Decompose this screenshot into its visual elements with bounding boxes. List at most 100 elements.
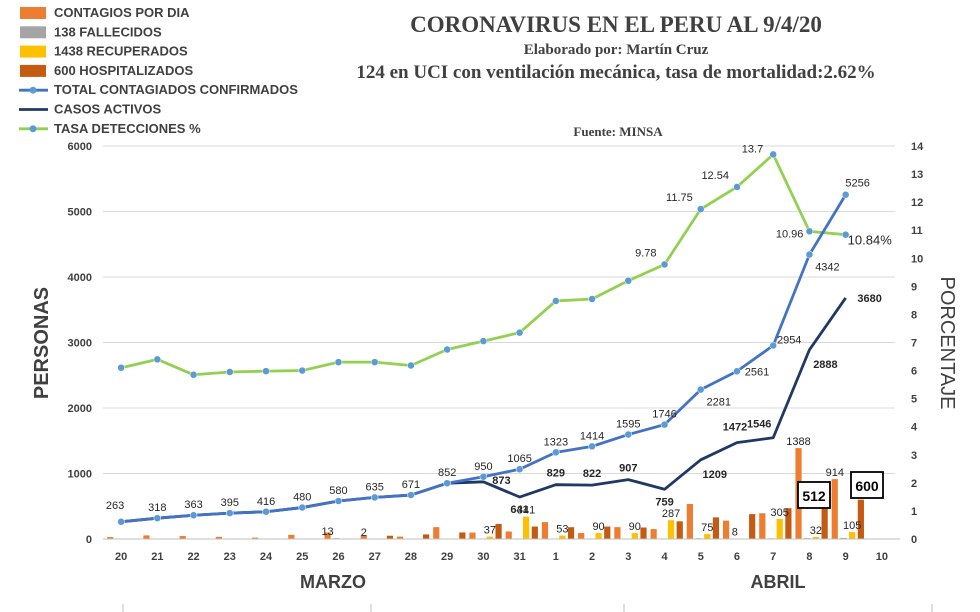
x-tick-label: 8 — [806, 551, 812, 563]
bar-0 — [215, 536, 222, 539]
line-point — [334, 358, 343, 366]
x-tick-label: 1 — [553, 551, 559, 563]
activos-label: 3680 — [857, 293, 881, 305]
bar-3 — [640, 527, 647, 539]
line-point — [588, 442, 596, 451]
bar-value-label: 90 — [629, 521, 641, 533]
y-right-tick-label: 2 — [911, 478, 917, 490]
activos-label: 1209 — [703, 469, 727, 481]
bar-value-label: 105 — [843, 520, 861, 532]
bar-3 — [604, 526, 611, 539]
total-label: 1414 — [580, 430, 604, 442]
activos-label: 759 — [655, 496, 673, 508]
bar-3 — [495, 523, 502, 539]
bar-value-label: 287 — [662, 508, 680, 520]
line-point — [624, 276, 633, 285]
y-left-tick-label: 4000 — [68, 272, 92, 284]
total-label: 480 — [293, 492, 311, 504]
line-point — [443, 345, 451, 354]
bar-3 — [821, 505, 828, 539]
legend-label: 600 HOSPITALIZADOS — [54, 63, 194, 78]
total-label: 1323 — [544, 436, 568, 448]
y-left-tick-label: 1000 — [68, 469, 92, 481]
bar-value-label: 8 — [732, 526, 738, 538]
bar-value-label: 32 — [810, 525, 822, 537]
legend-label: 138 FALLECIDOS — [54, 24, 162, 39]
total-label: 1746 — [652, 409, 676, 421]
line-point — [624, 430, 633, 439]
bar-value-label: 914 — [826, 467, 844, 479]
bar-2 — [631, 533, 638, 539]
x-tick-label: 24 — [260, 551, 273, 563]
y-right-tick-label: 6 — [911, 366, 917, 378]
bar-0 — [831, 479, 838, 539]
y-right-tick-label: 4 — [911, 422, 918, 434]
line-point — [334, 497, 343, 505]
bar-0 — [360, 535, 367, 539]
total-label: 4342 — [815, 262, 839, 274]
y-right-tick-label: 14 — [911, 141, 924, 153]
y-right-tick-label: 1 — [911, 506, 917, 518]
bar-3 — [749, 514, 756, 539]
bar-2 — [667, 520, 675, 539]
x-tick-label: 4 — [661, 551, 668, 563]
line-point — [117, 364, 125, 372]
line-point — [298, 366, 306, 375]
line-point — [805, 250, 814, 259]
bar-0 — [759, 513, 766, 539]
bar-3 — [712, 517, 720, 539]
activos-label: 2888 — [813, 359, 837, 371]
total-label: 2281 — [707, 397, 731, 409]
total-label: 2954 — [777, 335, 801, 347]
bar-0 — [433, 527, 440, 539]
bar-2 — [812, 536, 820, 539]
y-left-tick-label: 3000 — [68, 338, 92, 350]
x-tick-label: 23 — [224, 551, 236, 563]
legend-swatch — [20, 45, 46, 58]
total-label: 263 — [106, 500, 124, 512]
bar-value-label: 305 — [771, 507, 789, 519]
x-tick-label: 7 — [770, 551, 776, 563]
bar-0 — [578, 533, 585, 539]
total-label: 2561 — [745, 366, 769, 378]
line-point — [769, 341, 777, 350]
activos-label: 641 — [510, 504, 528, 516]
line-point — [805, 227, 814, 236]
x-tick-label: 2 — [589, 551, 595, 563]
line-point — [479, 473, 488, 481]
line-point — [262, 508, 270, 516]
line-point — [189, 371, 198, 379]
x-tick-label: 20 — [115, 551, 127, 563]
line-point — [660, 260, 669, 269]
bar-value-label: 13 — [321, 526, 333, 538]
legend-marker — [29, 86, 37, 94]
total-label: 950 — [474, 461, 492, 473]
bar-3 — [386, 535, 394, 539]
line-point — [697, 385, 705, 394]
tasa-label: 9.78 — [635, 247, 656, 259]
total-label: 1065 — [507, 453, 531, 465]
tasa-label: 11.75 — [666, 192, 693, 204]
bar-value-label: 90 — [592, 521, 604, 533]
boxed-label-frame — [850, 471, 884, 499]
y-left-tick-label: 0 — [86, 534, 92, 546]
line-marks — [117, 150, 850, 526]
y-right-tick-label: 13 — [911, 169, 923, 181]
line-point — [733, 367, 741, 376]
x-tick-label: 3 — [625, 551, 631, 563]
bar-0 — [324, 532, 331, 539]
total-label: 395 — [221, 497, 239, 509]
total-label: 416 — [257, 496, 275, 508]
bar-3 — [676, 521, 683, 539]
bar-1 — [840, 537, 847, 539]
activos-label: 907 — [619, 463, 637, 475]
chart-subtitle-2: 124 en UCI con ventilación mecánica, tas… — [356, 62, 875, 83]
line-point — [153, 355, 162, 364]
y-right-tick-label: 7 — [911, 338, 917, 350]
legend-label: 1438 RECUPERADOS — [54, 44, 188, 59]
y-right-tick-label: 12 — [911, 197, 923, 209]
legend-label: TOTAL CONTAGIADOS CONFIRMADOS — [54, 82, 298, 97]
activos-label: 829 — [547, 468, 565, 480]
bar-2 — [486, 536, 493, 539]
y-axis-right-title: PORCENTAJE — [936, 277, 958, 410]
